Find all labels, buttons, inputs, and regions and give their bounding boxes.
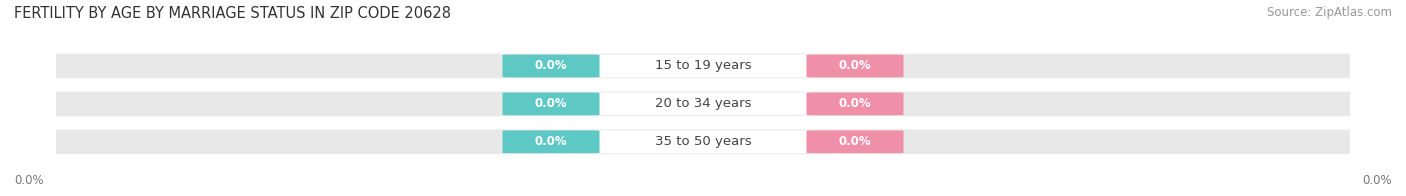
Text: FERTILITY BY AGE BY MARRIAGE STATUS IN ZIP CODE 20628: FERTILITY BY AGE BY MARRIAGE STATUS IN Z… <box>14 6 451 21</box>
Text: 0.0%: 0.0% <box>534 97 568 110</box>
Text: 0.0%: 0.0% <box>838 60 872 73</box>
FancyBboxPatch shape <box>593 93 813 115</box>
FancyBboxPatch shape <box>46 92 1360 116</box>
Text: 20 to 34 years: 20 to 34 years <box>655 97 751 110</box>
Text: Source: ZipAtlas.com: Source: ZipAtlas.com <box>1267 6 1392 19</box>
FancyBboxPatch shape <box>502 55 599 77</box>
FancyBboxPatch shape <box>807 93 904 115</box>
FancyBboxPatch shape <box>807 55 904 77</box>
Text: 0.0%: 0.0% <box>14 174 44 187</box>
FancyBboxPatch shape <box>593 55 813 77</box>
FancyBboxPatch shape <box>502 130 599 153</box>
FancyBboxPatch shape <box>46 130 1360 154</box>
FancyBboxPatch shape <box>593 130 813 153</box>
Text: 15 to 19 years: 15 to 19 years <box>655 60 751 73</box>
FancyBboxPatch shape <box>46 54 1360 78</box>
Text: 0.0%: 0.0% <box>838 135 872 148</box>
FancyBboxPatch shape <box>807 130 904 153</box>
Text: 0.0%: 0.0% <box>1362 174 1392 187</box>
Text: 0.0%: 0.0% <box>534 135 568 148</box>
Text: 35 to 50 years: 35 to 50 years <box>655 135 751 148</box>
FancyBboxPatch shape <box>502 93 599 115</box>
Text: 0.0%: 0.0% <box>838 97 872 110</box>
Text: 0.0%: 0.0% <box>534 60 568 73</box>
